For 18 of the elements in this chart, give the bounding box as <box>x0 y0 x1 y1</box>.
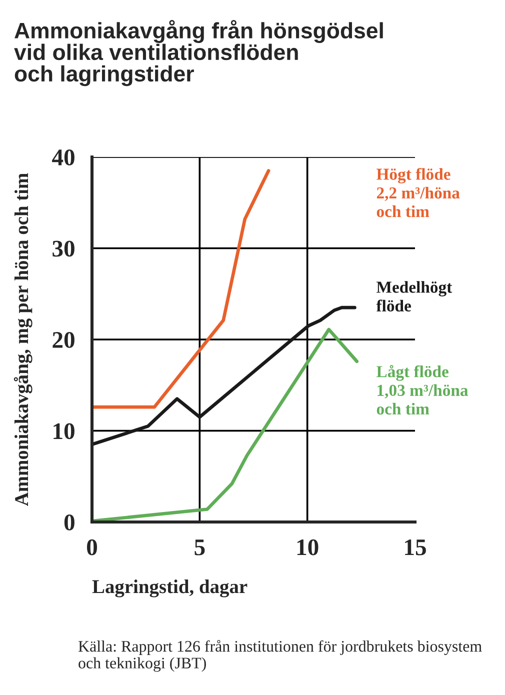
series-label: Lågt flöde 1,03 m³/höna och tim <box>376 365 468 415</box>
series-label: Medelhögt flöde <box>376 281 452 312</box>
text: Källa: Rapport 126 från institutionen för jordbrukets biosystem och teknikogi (JBT) <box>78 640 482 672</box>
y-axis-title: Ammoniakavgång, mg per höna och tim <box>14 173 32 506</box>
x-tick-label: 0 <box>86 539 98 556</box>
text: Högt flöde 2,2 m³/höna och tim <box>376 168 460 218</box>
y-tick-label: 40 <box>52 149 74 166</box>
chart-title: Ammoniakavgång från hönsgödsel vid olika ventilationsflöden och lagringstider <box>14 20 383 86</box>
x-tick-label: 5 <box>194 540 205 556</box>
y-tick-label: 0 <box>64 514 74 530</box>
x-tick-label: 15 <box>405 539 426 556</box>
line-series <box>92 169 270 409</box>
y-tick-label: 20 <box>52 332 74 348</box>
y-tick-label: 10 <box>54 423 74 440</box>
y-tick-label: 30 <box>52 240 74 257</box>
x-tick-label: 10 <box>297 539 318 556</box>
line-series <box>92 328 359 522</box>
x-axis-title: Lagringstid, dagar <box>92 580 248 598</box>
